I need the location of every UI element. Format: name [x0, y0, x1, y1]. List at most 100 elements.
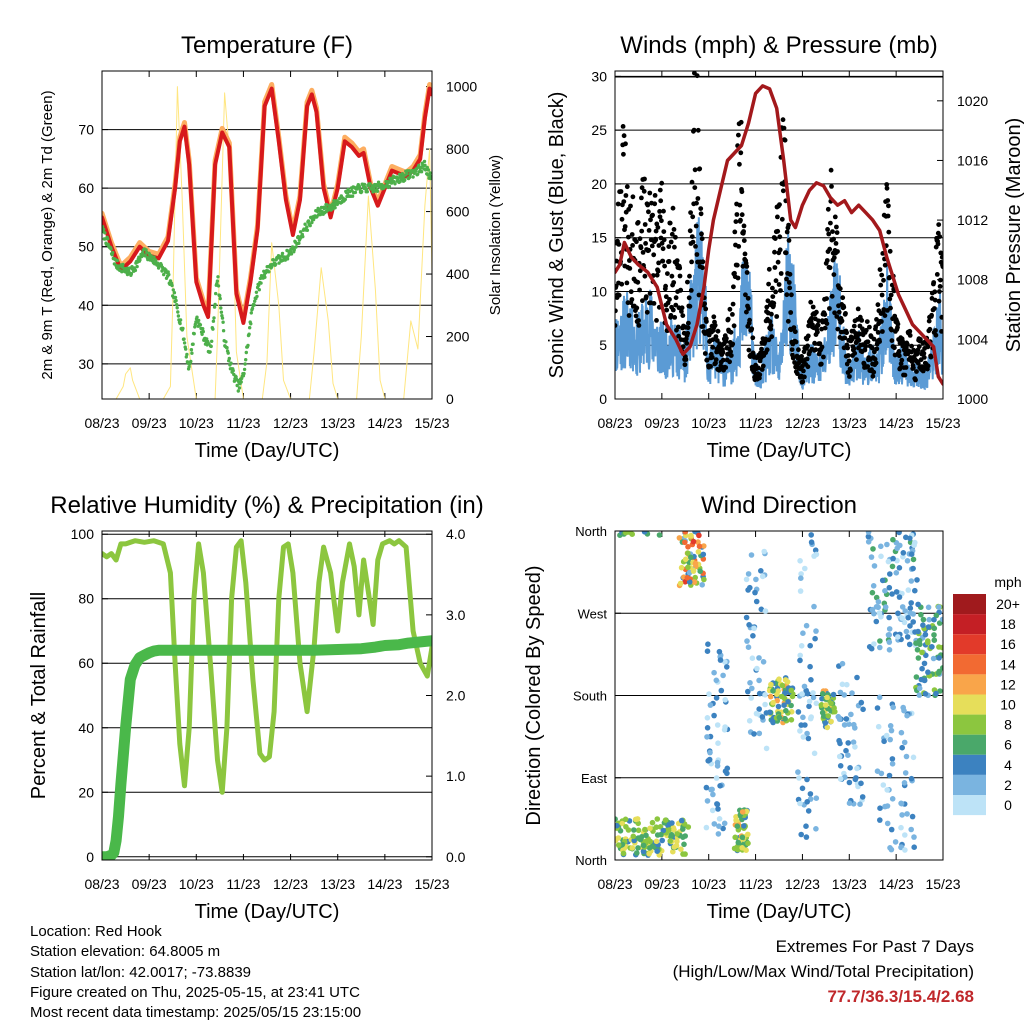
x-tick-label: 08/23: [84, 876, 119, 892]
t2m-series: [102, 86, 432, 325]
direction-point: [908, 578, 915, 584]
x-axis-label: Time (Day/UTC): [707, 901, 852, 923]
dewpoint-point: [362, 182, 367, 187]
gust-point: [915, 360, 921, 366]
gust-point: [685, 330, 691, 336]
gust-point: [938, 250, 943, 256]
direction-point: [749, 685, 755, 692]
gust-point: [672, 315, 678, 320]
gust-point: [657, 209, 662, 214]
gust-point: [654, 272, 660, 278]
station-latlon: Station lat/lon: 42.0017; -73.8839: [30, 963, 252, 981]
gust-point: [882, 313, 888, 318]
gust-point: [644, 309, 650, 315]
gust-point: [926, 318, 932, 324]
direction-point: [808, 677, 814, 683]
gust-point: [877, 267, 883, 272]
dewpoint-point: [423, 163, 427, 167]
gust-point: [885, 213, 891, 219]
legend-swatch: [953, 674, 986, 695]
gust-point: [653, 228, 659, 234]
temperature-panel: Temperature (F) Time (Day/UTC) 2m & 9m T (…: [39, 32, 504, 462]
direction-point: [746, 622, 752, 628]
dewpoint-point: [109, 247, 113, 251]
direction-point: [923, 652, 929, 659]
gust-point: [652, 193, 658, 198]
gust-point: [694, 252, 700, 257]
y-tick-label: 10: [591, 283, 607, 299]
gust-point: [892, 345, 897, 351]
dewpoint-point: [205, 337, 209, 341]
direction-point: [797, 588, 804, 594]
gust-point: [672, 244, 677, 250]
gust-point: [829, 293, 835, 299]
direction-point: [889, 761, 896, 767]
dewpoint-point: [236, 389, 240, 393]
dewpoint-point: [103, 231, 107, 235]
y2-tick-label: 1000: [446, 79, 477, 95]
gust-point: [775, 228, 781, 234]
gust-point: [773, 289, 778, 295]
dewpoint-point: [237, 386, 242, 390]
direction-point: [931, 616, 937, 623]
gust-point: [765, 298, 771, 304]
gust-point: [693, 66, 698, 71]
direction-point: [804, 799, 810, 805]
gust-point: [882, 262, 888, 268]
gust-point: [744, 270, 750, 275]
gust-point: [939, 254, 943, 260]
direction-point: [716, 816, 723, 822]
x-tick-label: 15/23: [925, 876, 960, 892]
gust-point: [835, 326, 841, 332]
y2-tick-label: 800: [446, 141, 470, 157]
gust-point: [744, 309, 749, 315]
gust-point: [916, 344, 922, 349]
gust-point: [775, 214, 780, 220]
direction-point: [756, 655, 762, 661]
gust-point: [670, 205, 676, 211]
gust-point: [772, 249, 777, 255]
direction-point: [629, 531, 635, 537]
panel-title: Relative Humidity (%) & Precipitation (i…: [50, 492, 483, 519]
gust-point: [776, 282, 782, 287]
dewpoint-point: [365, 187, 369, 191]
direction-point: [813, 700, 820, 707]
direction-point: [747, 680, 753, 686]
dewpoint-point: [191, 342, 195, 346]
gust-point: [939, 329, 943, 334]
gust-point: [688, 210, 693, 216]
direction-point: [889, 591, 895, 597]
direction-point: [758, 568, 764, 574]
direction-point: [615, 816, 618, 822]
direction-point: [802, 565, 808, 572]
gust-point: [802, 374, 807, 380]
y-tick-label: 0: [86, 849, 94, 865]
gust-point: [666, 259, 672, 264]
direction-point: [822, 720, 829, 726]
gust-point: [700, 324, 706, 329]
gust-point: [864, 319, 870, 324]
gust-point: [739, 212, 745, 218]
gust-point: [887, 275, 892, 280]
direction-points: [615, 531, 943, 858]
gust-point: [671, 280, 677, 285]
gust-point: [692, 185, 698, 191]
y-tick-label: 70: [78, 122, 94, 138]
direction-point: [811, 603, 817, 610]
gust-point: [658, 198, 664, 204]
gust-point: [778, 288, 783, 293]
dewpoint-point: [211, 327, 215, 331]
extremes-title: Extremes For Past 7 Days: [775, 937, 974, 956]
direction-point: [715, 740, 721, 746]
dewpoint-point: [129, 272, 134, 276]
gust-point: [881, 277, 886, 283]
dewpoint-point: [234, 375, 238, 379]
gust-point: [766, 281, 771, 287]
direction-point: [874, 705, 881, 711]
gust-point: [865, 339, 871, 345]
gust-point: [628, 289, 634, 295]
y-tick-label: West: [578, 606, 608, 621]
gust-point: [896, 349, 902, 354]
direction-point: [916, 685, 923, 692]
gust-point: [918, 337, 923, 342]
